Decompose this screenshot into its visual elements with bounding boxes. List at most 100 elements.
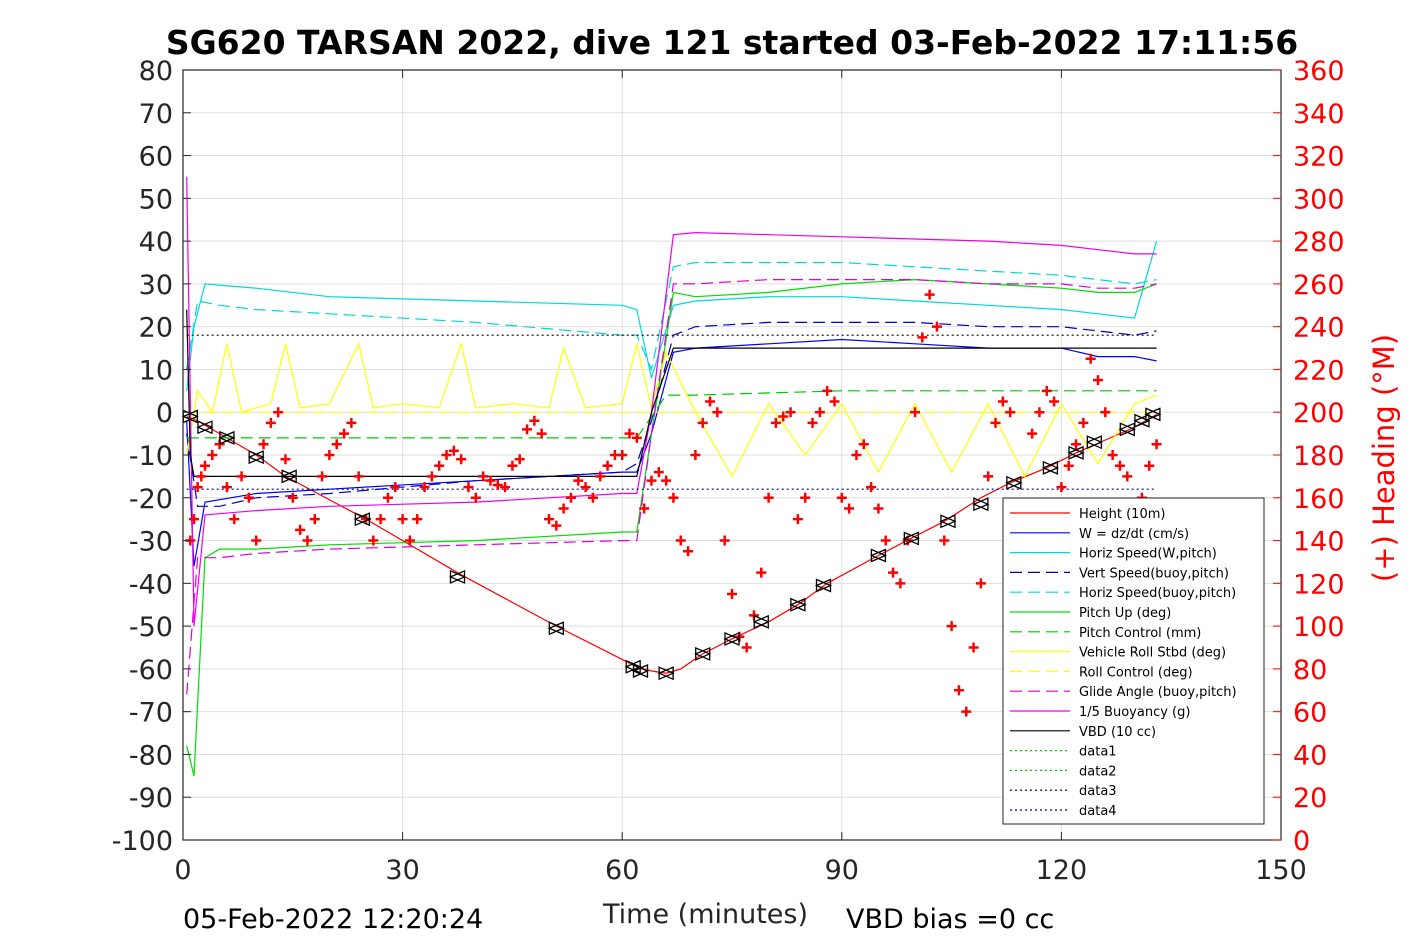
heading-marker bbox=[683, 546, 694, 557]
y-right-tick-label: 0 bbox=[1293, 826, 1310, 857]
triangle-marker bbox=[694, 646, 712, 661]
y-left-tick-label: -10 bbox=[129, 441, 173, 472]
heading-marker bbox=[1034, 407, 1045, 418]
triangle-marker bbox=[972, 497, 990, 512]
y-right-tick-label: 240 bbox=[1293, 313, 1345, 344]
heading-marker bbox=[456, 454, 467, 465]
heading-marker bbox=[836, 492, 847, 503]
heading-marker bbox=[968, 642, 979, 653]
y-right-tick-label: 320 bbox=[1293, 142, 1345, 173]
heading-marker bbox=[448, 445, 459, 456]
triangle-marker bbox=[196, 420, 214, 435]
triangle-marker bbox=[869, 548, 888, 563]
heading-marker bbox=[624, 428, 635, 439]
heading-marker bbox=[565, 492, 576, 503]
heading-marker bbox=[756, 567, 767, 578]
heading-marker bbox=[196, 471, 207, 482]
legend-label: Height (10m) bbox=[1079, 507, 1165, 522]
triangle-marker bbox=[1005, 475, 1023, 490]
y-left-tick-label: 70 bbox=[139, 99, 173, 130]
heading-marker bbox=[558, 503, 569, 514]
y-left-tick-label: 50 bbox=[139, 184, 173, 215]
heading-marker bbox=[587, 492, 598, 503]
heading-marker bbox=[544, 514, 554, 525]
triangle-markers bbox=[181, 407, 1162, 681]
heading-marker bbox=[1151, 439, 1162, 450]
heading-marker bbox=[975, 578, 986, 589]
heading-marker bbox=[983, 471, 994, 482]
triangle-marker bbox=[547, 621, 565, 636]
legend-label: Glide Angle (buoy,pitch) bbox=[1079, 685, 1237, 700]
heading-marker bbox=[287, 492, 298, 503]
heading-marker bbox=[1114, 460, 1125, 471]
y-left-tick-label: 60 bbox=[139, 142, 173, 173]
legend-entries: Height (10m) W = dz/dt (cm/s) Horiz Speed(… bbox=[1010, 507, 1237, 819]
y-left-tick-label: -90 bbox=[129, 783, 173, 814]
heading-marker bbox=[602, 460, 613, 471]
heading-marker bbox=[507, 460, 518, 471]
triangle-marker bbox=[1041, 460, 1060, 475]
triangle-marker bbox=[448, 569, 467, 584]
triangle-marker bbox=[723, 631, 741, 646]
heading-marker bbox=[873, 503, 884, 514]
x-tick-label: 90 bbox=[825, 855, 859, 886]
triangle-marker bbox=[1133, 413, 1151, 428]
heading-marker bbox=[895, 578, 906, 589]
triangle-marker bbox=[789, 597, 807, 612]
legend-label: Horiz Speed(W,pitch) bbox=[1079, 547, 1217, 562]
legend-label: Horiz Speed(buoy,pitch) bbox=[1079, 586, 1236, 601]
y-right-tick-label: 300 bbox=[1293, 184, 1345, 215]
triangle-marker bbox=[631, 664, 650, 679]
heading-marker bbox=[931, 321, 942, 332]
heading-marker bbox=[346, 417, 357, 428]
heading-marker bbox=[646, 475, 657, 486]
triangle-marker bbox=[1085, 435, 1103, 450]
heading-marker bbox=[595, 471, 606, 482]
y-right-tick-label: 340 bbox=[1293, 99, 1345, 130]
heading-marker bbox=[705, 396, 716, 407]
heading-marker bbox=[800, 492, 811, 503]
heading-marker bbox=[1049, 396, 1060, 407]
heading-marker bbox=[434, 460, 445, 471]
heading-marker bbox=[339, 428, 350, 439]
triangle-marker bbox=[752, 614, 770, 629]
y-right-tick-label: 260 bbox=[1293, 270, 1345, 301]
y-left-tick-label: -70 bbox=[129, 698, 173, 729]
heading-marker bbox=[939, 535, 950, 546]
y-left-tick-label: -80 bbox=[129, 740, 173, 771]
heading-marker bbox=[697, 417, 708, 428]
heading-marker bbox=[375, 514, 386, 525]
heading-marker bbox=[1107, 450, 1118, 460]
heading-marker bbox=[997, 396, 1008, 407]
heading-marker bbox=[631, 432, 642, 443]
legend-label: Vert Speed(buoy,pitch) bbox=[1079, 566, 1229, 581]
legend-label: data1 bbox=[1079, 745, 1117, 760]
heading-marker bbox=[412, 514, 423, 525]
y-left-tick-label: 30 bbox=[139, 270, 173, 301]
heading-marker bbox=[529, 415, 540, 426]
heading-marker bbox=[792, 514, 803, 525]
heading-marker bbox=[719, 535, 730, 546]
heading-marker bbox=[243, 492, 254, 503]
heading-marker bbox=[500, 482, 511, 493]
y-right-tick-label: 220 bbox=[1293, 355, 1345, 386]
heading-marker bbox=[492, 479, 503, 490]
heading-marker bbox=[617, 450, 628, 460]
y-left-tick-label: 20 bbox=[139, 313, 173, 344]
heading-marker bbox=[1093, 375, 1103, 386]
y-left-tick-label: 80 bbox=[139, 56, 173, 87]
y-left-tick-label: 40 bbox=[139, 227, 173, 258]
heading-marker bbox=[551, 520, 562, 531]
heading-marker bbox=[741, 642, 752, 653]
y-left-tick-label: -60 bbox=[129, 655, 173, 686]
heading-marker bbox=[580, 482, 591, 493]
x-tick-label: 30 bbox=[385, 855, 419, 886]
y-left-tick-label: 10 bbox=[139, 355, 173, 386]
triangle-marker bbox=[247, 450, 265, 465]
heading-marker bbox=[522, 424, 533, 435]
heading-marker bbox=[639, 503, 650, 514]
x-tick-label: 60 bbox=[605, 855, 639, 886]
y-axis-right-label: (+) Heading (°M) bbox=[1367, 334, 1401, 582]
heading-marker bbox=[463, 482, 474, 493]
